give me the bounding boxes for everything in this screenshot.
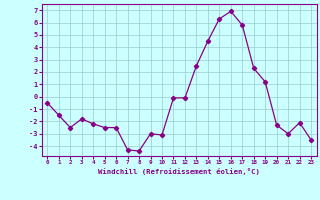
X-axis label: Windchill (Refroidissement éolien,°C): Windchill (Refroidissement éolien,°C) bbox=[98, 168, 260, 175]
